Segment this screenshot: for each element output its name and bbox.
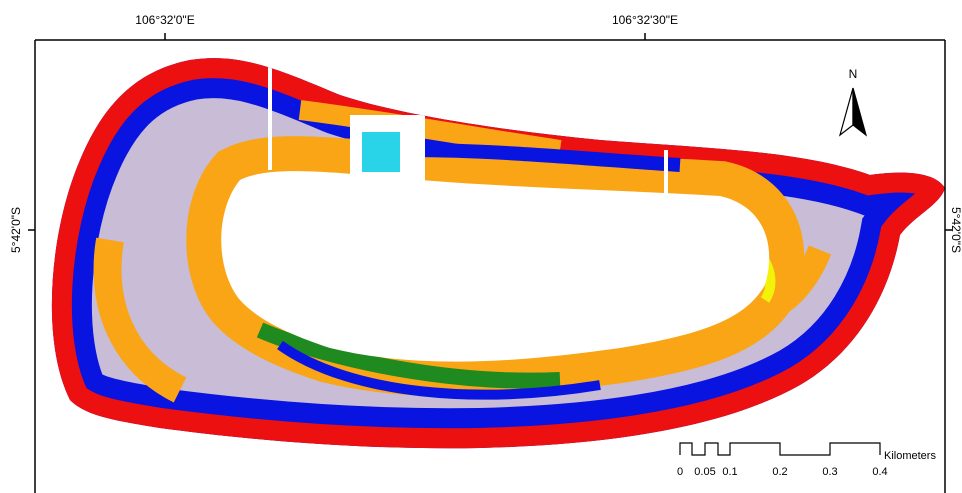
scale-label: 0 <box>677 466 683 478</box>
north-arrow: N <box>840 67 866 135</box>
scale-unit: Kilometers <box>884 450 936 462</box>
scale-label: 0.2 <box>772 466 787 478</box>
lagoon <box>221 171 769 361</box>
scale-label: 0.05 <box>694 466 715 478</box>
scale-label: 0.3 <box>822 466 837 478</box>
latitude-label: 5°42'0"S <box>9 207 23 253</box>
north-label: N <box>849 67 858 81</box>
longitude-label: 106°32'30"E <box>612 13 678 27</box>
longitude-label: 106°32'0"E <box>135 13 194 27</box>
map: 106°32'0"E 106°32'30"E 5°42'0"S 5°42'0"S… <box>0 0 962 493</box>
scale-bar <box>680 443 880 455</box>
scale-label: 0.4 <box>872 466 887 478</box>
scale-label: 0.1 <box>722 466 737 478</box>
latitude-label: 5°42'0"S <box>949 207 962 253</box>
